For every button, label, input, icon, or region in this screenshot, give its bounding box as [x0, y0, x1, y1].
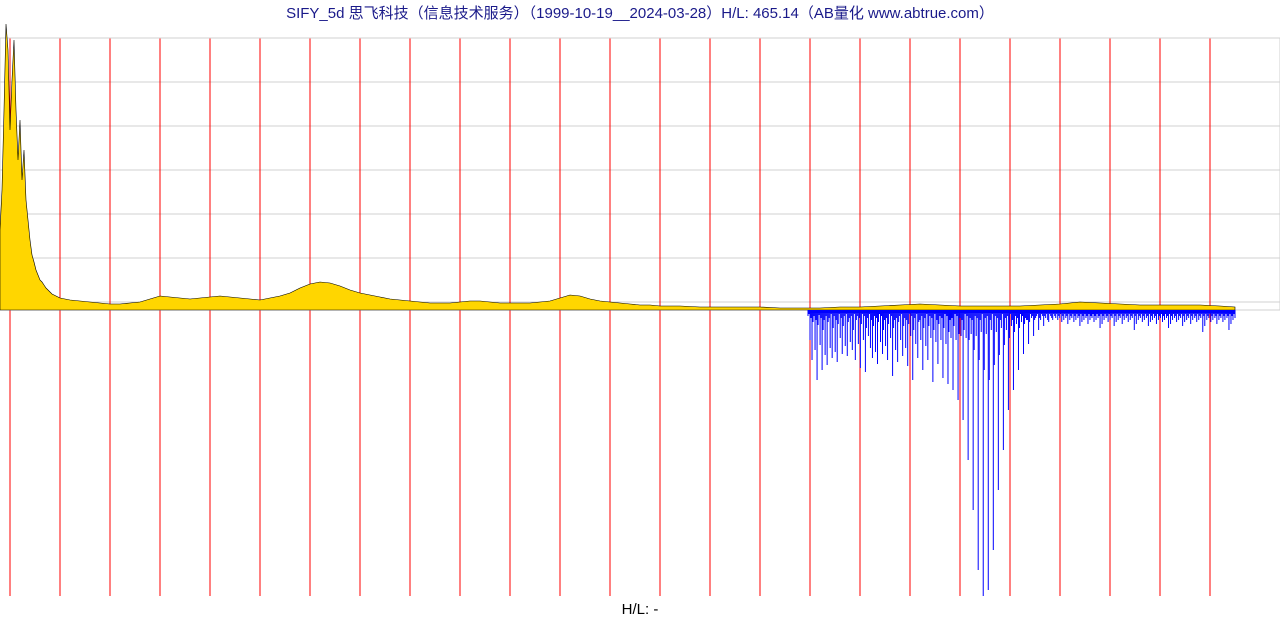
- volume-spikes-bottom: [808, 310, 1235, 596]
- chart-footer: H/L: -: [0, 601, 1280, 618]
- stock-chart: [0, 24, 1280, 596]
- price-area-top: [0, 24, 1235, 310]
- chart-title: SIFY_5d 思飞科技（信息技术服务）（1999-10-19__2024-03…: [0, 2, 1280, 23]
